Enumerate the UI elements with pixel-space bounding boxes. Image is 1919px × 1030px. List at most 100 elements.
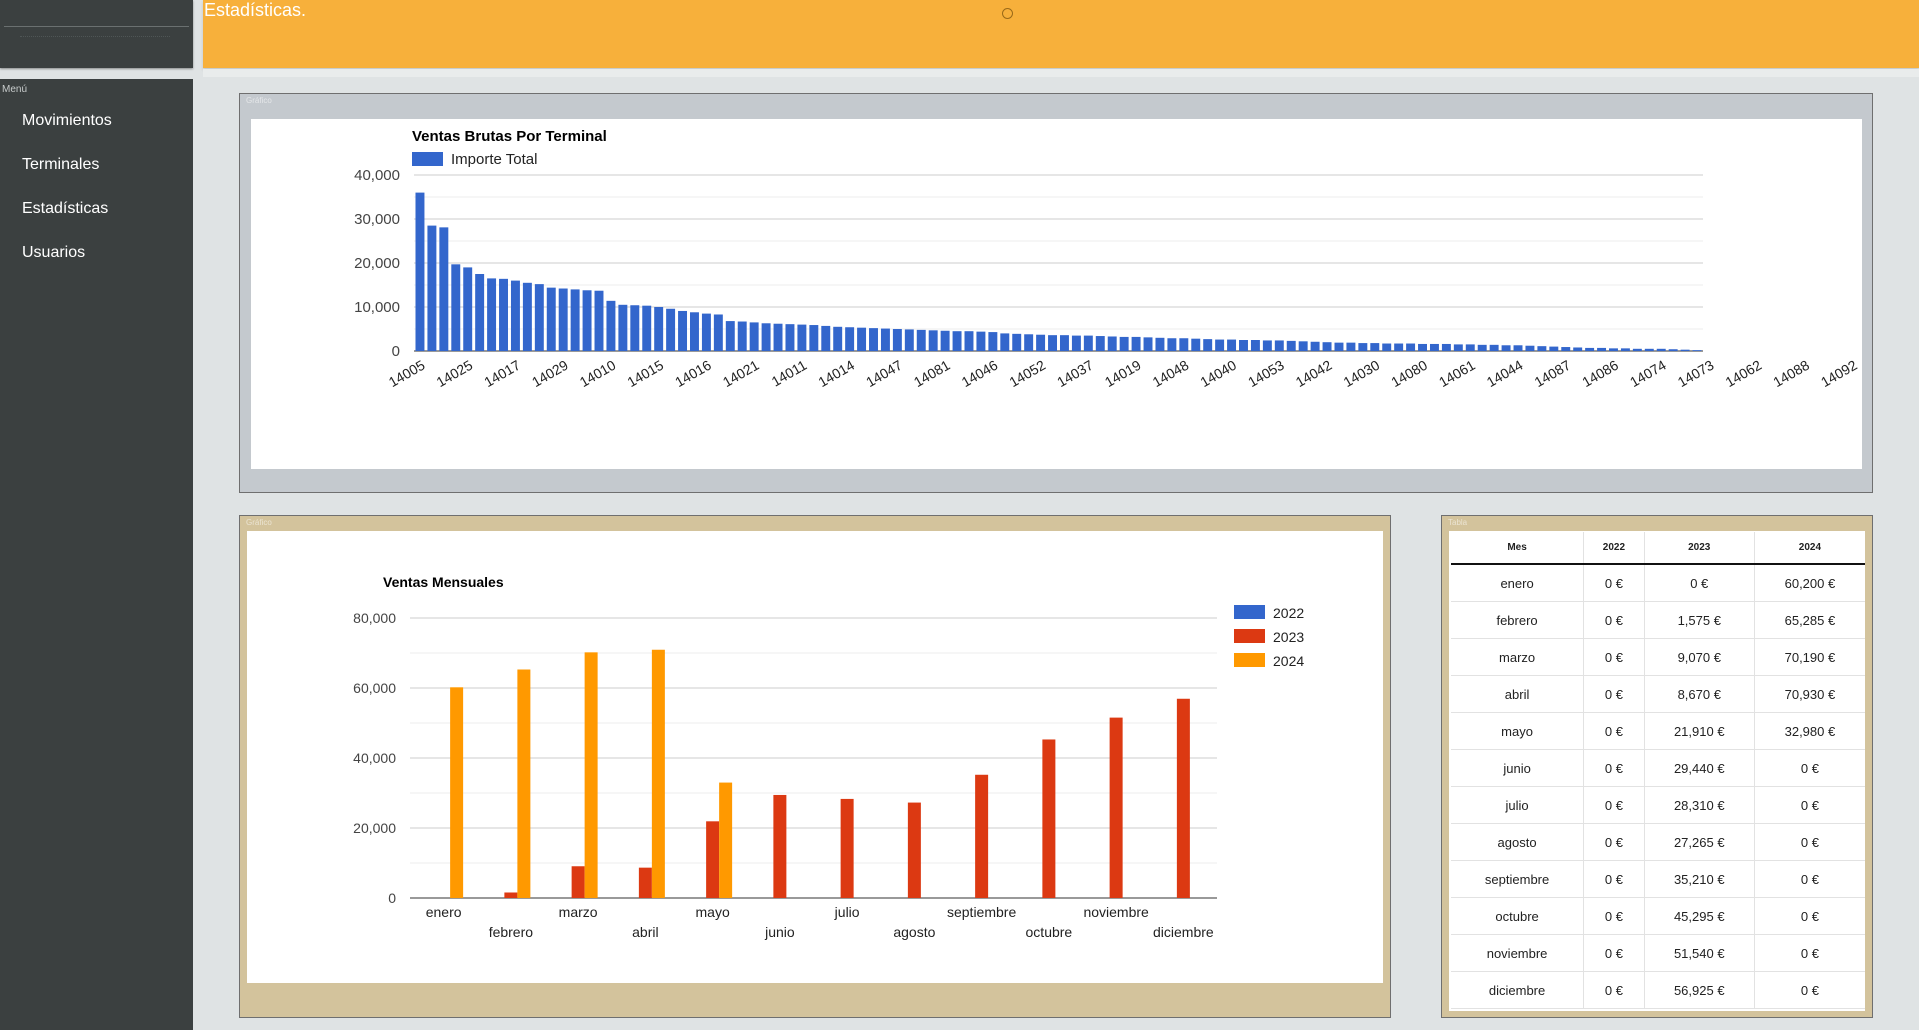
bar xyxy=(1680,349,1690,351)
bar xyxy=(1083,335,1093,351)
bar-2023 xyxy=(840,798,854,898)
bar xyxy=(1382,343,1392,351)
menu-title: Menú xyxy=(2,84,28,95)
sidebar-item-estadisticas[interactable]: Estadísticas xyxy=(22,200,109,217)
x-tick-label: 14081 xyxy=(911,357,953,390)
bar xyxy=(1418,343,1427,351)
legend-label: Importe Total xyxy=(451,151,537,168)
page-title: Estadísticas. xyxy=(204,0,307,20)
bar xyxy=(916,329,926,351)
bar xyxy=(1644,348,1654,351)
bar xyxy=(761,323,771,351)
bar xyxy=(1167,338,1177,351)
panel-tag: Gráfico xyxy=(246,96,272,105)
table-cell: 0 € xyxy=(1583,786,1645,824)
table-row: marzo 0 €9,070 €70,190 € xyxy=(1451,638,1865,676)
bar xyxy=(594,290,604,351)
table-cell: mayo xyxy=(1451,712,1584,750)
bar xyxy=(1477,344,1487,351)
bar xyxy=(1000,333,1010,351)
table-cell: 0 € xyxy=(1753,897,1865,935)
legend-label: 2024 xyxy=(1273,653,1304,669)
bar xyxy=(785,324,795,351)
x-tick-label: 14086 xyxy=(1579,357,1621,390)
bar xyxy=(630,305,640,351)
bar xyxy=(1107,336,1117,351)
bar xyxy=(880,328,890,351)
bar xyxy=(1609,348,1618,351)
table-row: octubre 0 €45,295 €0 € xyxy=(1451,897,1865,935)
bar xyxy=(964,331,974,351)
bar xyxy=(1191,338,1201,351)
x-tick-label: 14014 xyxy=(815,357,857,390)
bar xyxy=(1179,338,1189,351)
table-cell: 70,930 € xyxy=(1753,675,1865,713)
bar xyxy=(1012,333,1022,351)
bar-2023 xyxy=(571,866,585,898)
bar xyxy=(1059,335,1069,351)
table-cell: 0 € xyxy=(1583,601,1645,639)
bar xyxy=(857,327,867,351)
column-header-2023[interactable]: 2023 xyxy=(1643,532,1755,565)
column-header-2024[interactable]: 2024 xyxy=(1753,532,1865,565)
table-header-row: Mes 2022 2023 2024 xyxy=(1451,532,1865,565)
table-row: julio 0 €28,310 €0 € xyxy=(1451,786,1865,824)
table-cell: julio xyxy=(1451,786,1584,824)
terminal-sales-chart: 0 10,000 20,000 30,000 40,000 14005 14025 14017… xyxy=(354,128,1908,390)
bar xyxy=(1370,343,1380,351)
sidebar-item-terminales[interactable]: Terminales xyxy=(22,156,100,173)
bar xyxy=(1322,342,1332,351)
bar xyxy=(1346,342,1356,351)
table-body: enero 0 €0 €60,200 € febrero 0 €1,575 €65,2… xyxy=(1451,564,1865,1009)
bar xyxy=(988,332,998,351)
table-cell: abril xyxy=(1451,675,1584,713)
x-tick-label: noviembre xyxy=(1083,904,1149,920)
table-cell: 0 € xyxy=(1583,638,1645,676)
table-cell: agosto xyxy=(1451,823,1584,861)
bar xyxy=(749,322,759,351)
x-tick-label: septiembre xyxy=(947,904,1016,920)
table-cell: octubre xyxy=(1451,897,1584,935)
table-cell: 45,295 € xyxy=(1643,897,1755,935)
table-cell: 32,980 € xyxy=(1753,712,1865,750)
bar xyxy=(737,321,747,351)
x-tick-label: marzo xyxy=(559,904,598,920)
sidebar-item-usuarios[interactable]: Usuarios xyxy=(22,244,86,261)
column-header-2022[interactable]: 2022 xyxy=(1583,532,1645,565)
bar xyxy=(487,278,497,351)
bar xyxy=(1429,343,1439,351)
terminal-sales-chart-area: 0 10,000 20,000 30,000 40,000 14005 14025 14017… xyxy=(251,119,1908,469)
bar xyxy=(797,324,807,351)
bar-2023 xyxy=(706,821,720,898)
terminal-sales-panel: Gráfico 0 10,000 20,000 30,000 40,000 14005 14… xyxy=(239,93,1908,493)
bar xyxy=(928,330,938,351)
x-tick-label: 14029 xyxy=(529,357,571,390)
bar xyxy=(1620,348,1630,351)
x-tick-label: 14073 xyxy=(1675,357,1717,390)
bar xyxy=(510,280,520,351)
legend-label: 2022 xyxy=(1273,605,1304,621)
table-row: mayo 0 €21,910 €32,980 € xyxy=(1451,712,1865,750)
sidebar-item-movimientos[interactable]: Movimientos xyxy=(22,112,112,129)
bar xyxy=(1441,343,1451,351)
bar xyxy=(1310,341,1320,351)
table-row: junio 0 €29,440 €0 € xyxy=(1451,749,1865,787)
bar xyxy=(1334,342,1344,351)
bar xyxy=(976,331,986,351)
table-cell: febrero xyxy=(1451,601,1584,639)
table-row: enero 0 €0 €60,200 € xyxy=(1451,564,1865,602)
bar xyxy=(1262,340,1272,351)
x-tick-label: 14062 xyxy=(1722,357,1764,390)
table-cell: 21,910 € xyxy=(1643,712,1755,750)
table-cell: 0 € xyxy=(1753,823,1865,861)
column-header-mes[interactable]: Mes xyxy=(1451,532,1584,565)
bar-2023 xyxy=(1176,698,1190,898)
y-tick-label: 30,000 xyxy=(354,211,400,228)
x-tick-label: octubre xyxy=(1026,924,1073,940)
bar xyxy=(546,287,556,351)
bar-2023 xyxy=(1109,717,1123,898)
bar xyxy=(654,307,664,351)
x-tick-label: diciembre xyxy=(1153,924,1214,940)
bar xyxy=(1513,345,1523,351)
bar xyxy=(534,284,544,351)
